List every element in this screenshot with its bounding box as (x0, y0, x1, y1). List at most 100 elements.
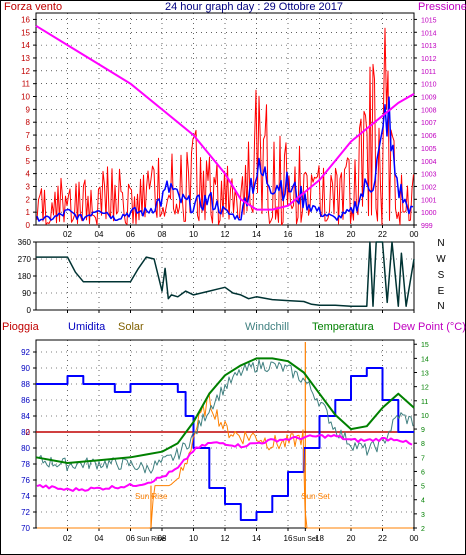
solar-series-line (37, 392, 413, 529)
pressure-ytick-label: 1013 (421, 43, 437, 50)
pressure-ytick-label: 1012 (421, 56, 437, 63)
wind-xtick-label: 00 (410, 230, 419, 239)
wind-ytick-label: 3 (26, 182, 31, 191)
humidity-label: Umidita (68, 321, 106, 333)
pressure-ytick-label: 1010 (421, 82, 437, 89)
temperature-ytick-label: 7 (421, 455, 425, 462)
pressure-series-line (35, 24, 415, 211)
pressure-label: Pressione (418, 1, 466, 13)
wind-ytick-label: 2 (26, 195, 31, 204)
dewpoint-label: Dew Point (°C) (393, 321, 466, 333)
temperature-ytick-label: 11 (421, 399, 428, 406)
wind-ytick-label: 5 (26, 157, 31, 166)
avg-wind-series-line (36, 96, 414, 222)
humidity-ytick-label: 92 (21, 348, 30, 357)
wind-ytick-label: 9 (26, 105, 31, 114)
cardinal-label: W (436, 254, 446, 265)
pressure-ytick-label: 1002 (421, 184, 437, 191)
pressure-ytick-label: 1001 (421, 197, 437, 204)
temperature-xtick-label: 10 (189, 534, 198, 543)
temperature-ytick-label: 15 (421, 342, 429, 349)
solar-label: Solar (118, 321, 144, 333)
humidity-series-line (36, 367, 414, 521)
humidity-ytick-label: 72 (21, 508, 30, 517)
temperature-ytick-label: 8 (421, 441, 425, 448)
temperature-ytick-label: 5 (421, 484, 425, 491)
rain-label: Pioggia (2, 321, 40, 333)
temperature-ytick-label: 4 (421, 498, 425, 505)
wind-ytick-label: 13 (21, 54, 30, 63)
temperature-ytick-label: 12 (421, 385, 429, 392)
wind-ytick-label: 4 (26, 170, 31, 179)
pressure-ytick-label: 1006 (421, 133, 437, 140)
wind-speed-label: Forza vento (4, 1, 62, 13)
temperature-ytick-label: 3 (421, 512, 425, 519)
wind-pressure-chart: 0123456789101112131415169991000100110021… (21, 12, 437, 239)
wind-ytick-label: 16 (21, 15, 30, 24)
direction-ytick-label: 270 (18, 255, 32, 264)
humidity-ytick-label: 84 (21, 412, 30, 421)
wind-xtick-label: 12 (221, 230, 230, 239)
wind-xtick-label: 20 (347, 230, 356, 239)
humidity-ytick-label: 90 (21, 364, 30, 373)
wind-ytick-label: 1 (26, 208, 31, 217)
humidity-ytick-label: 76 (21, 476, 30, 485)
temperature-ytick-label: 10 (421, 413, 429, 420)
temperature-ytick-label: 6 (421, 469, 425, 476)
pressure-ytick-label: 1005 (421, 146, 437, 153)
temperature-xtick-label: Sun Rise (137, 536, 166, 543)
wind-ytick-label: 8 (26, 118, 31, 127)
cardinal-label: N (437, 238, 444, 249)
cardinal-label: E (438, 286, 445, 297)
direction-series-line (36, 241, 415, 307)
temperature-xtick-label: 08 (158, 534, 167, 543)
pressure-ytick-label: 999 (421, 223, 433, 230)
pressure-ytick-label: 1007 (421, 120, 437, 127)
gust-series-line (36, 27, 414, 226)
dewpoint-series-line (36, 434, 413, 492)
windchill-series-line (36, 359, 414, 474)
wind-ytick-label: 14 (21, 41, 30, 50)
humidity-ytick-label: 86 (21, 396, 30, 405)
temperature-xtick-label: 16 (284, 534, 293, 543)
wind-ytick-label: 6 (26, 144, 31, 153)
windchill-label: Windchill (245, 321, 289, 333)
rain-axis-label: 0 (26, 428, 31, 437)
cardinal-label: S (438, 270, 445, 281)
humidity-ytick-label: 82 (21, 428, 30, 437)
wind-ytick-label: 7 (26, 131, 31, 140)
temperature-xtick-label: 22 (378, 534, 387, 543)
humidity-ytick-label: 74 (21, 492, 30, 501)
sunrise-label: Sun Rise (135, 492, 168, 501)
temperature-xtick-label: 18 (315, 534, 324, 543)
wind-ytick-label: 10 (21, 93, 30, 102)
humidity-ytick-label: 80 (21, 444, 30, 453)
wind-xtick-label: 08 (158, 230, 167, 239)
cardinal-label: N (437, 301, 444, 312)
direction-ytick-label: 0 (27, 306, 32, 315)
pressure-ytick-label: 1003 (421, 172, 437, 179)
wind-xtick-label: 04 (95, 230, 104, 239)
pressure-ytick-label: 1011 (421, 69, 436, 76)
graph-title: 24 hour graph day : 29 Ottobre 2017 (165, 1, 343, 13)
wind-xtick-label: 10 (189, 230, 198, 239)
wind-xtick-label: 14 (252, 230, 261, 239)
temperature-xtick-label: 04 (95, 534, 104, 543)
temperature-humidity-chart: 7072747678808284868890922345678910111213… (21, 339, 429, 543)
wind-xtick-label: 06 (126, 230, 135, 239)
pressure-ytick-label: 1009 (421, 95, 437, 102)
wind-ytick-label: 0 (26, 221, 31, 230)
temperature-ytick-label: 2 (421, 526, 425, 533)
pressure-ytick-label: 1015 (421, 17, 437, 24)
humidity-ytick-label: 88 (21, 380, 30, 389)
temperature-xtick-label: 06 (126, 534, 135, 543)
pressure-ytick-label: 1008 (421, 107, 437, 114)
temperature-xtick-label: 12 (221, 534, 230, 543)
wind-ytick-label: 12 (21, 67, 30, 76)
temperature-xtick-label: 20 (347, 534, 356, 543)
pressure-ytick-label: 1004 (421, 159, 437, 166)
sunset-label: Sun Set (301, 492, 330, 501)
temperature-ytick-label: 9 (421, 427, 425, 434)
